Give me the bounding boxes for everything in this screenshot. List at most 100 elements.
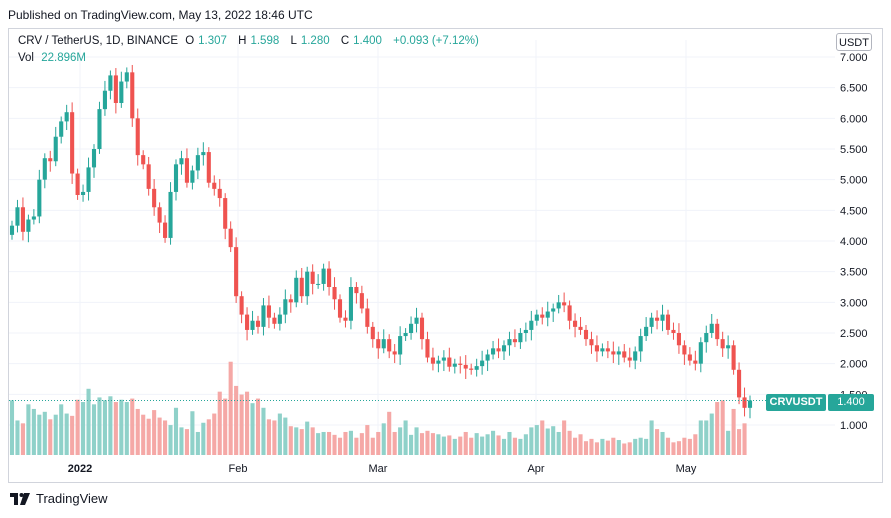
price-tick-label: 6.500 xyxy=(840,83,868,95)
candle-body xyxy=(737,369,742,398)
volume-bar xyxy=(124,402,129,455)
volume-bar xyxy=(496,435,501,455)
price-tick-label: 4.500 xyxy=(840,205,868,217)
volume-bar xyxy=(441,436,446,455)
candle-body xyxy=(376,339,381,349)
candle-body xyxy=(501,345,507,352)
volume-bar xyxy=(234,385,239,455)
symbol-legend[interactable]: CRV / TetherUS, 1D, BINANCE O 1.307 H 1.59… xyxy=(18,35,483,47)
volume-legend[interactable]: Vol 22.896M xyxy=(18,52,90,64)
volume-bar xyxy=(638,437,643,455)
volume-value: 22.896M xyxy=(41,52,86,64)
volume-bar xyxy=(676,441,681,455)
currency-button[interactable]: USDT xyxy=(836,33,872,51)
candle-body xyxy=(726,345,731,349)
candle-body xyxy=(655,317,660,321)
volume-bar xyxy=(26,404,31,455)
price-tick-label: 4.000 xyxy=(840,236,868,248)
candle-body xyxy=(556,302,561,309)
open-value: O 1.307 xyxy=(185,35,227,47)
volume-bar xyxy=(42,411,47,455)
volume-bar xyxy=(687,438,692,455)
volume-bar xyxy=(255,398,261,455)
time-axis: 2022 Feb Mar Apr May xyxy=(68,463,697,475)
volume-bar xyxy=(480,436,485,455)
candle-body xyxy=(474,366,479,370)
volume-bar xyxy=(370,437,375,455)
candle-body xyxy=(660,314,665,321)
tradingview-logo[interactable]: TradingView xyxy=(10,491,108,506)
candle-body xyxy=(53,136,58,162)
time-tick-label: 2022 xyxy=(68,463,92,475)
candle-body xyxy=(551,308,556,312)
volume-bar xyxy=(726,430,731,455)
candle-body xyxy=(15,207,20,226)
volume-bar xyxy=(545,428,550,455)
price-tick-label: 2.000 xyxy=(840,359,868,371)
candle-body xyxy=(75,173,80,195)
price-tick-label: 1.000 xyxy=(840,420,868,432)
volume-bar xyxy=(316,433,321,455)
volume-bar xyxy=(715,402,720,455)
volume-bar xyxy=(59,404,64,455)
candle-body xyxy=(42,158,47,180)
volume-bar xyxy=(332,434,337,455)
volume-bar xyxy=(660,431,665,455)
candle-body xyxy=(512,339,517,343)
candle-body xyxy=(649,317,654,327)
candle-body xyxy=(545,311,550,318)
candle-body xyxy=(316,283,321,285)
candle-body xyxy=(698,342,703,364)
candle-body xyxy=(611,351,616,355)
candle-body xyxy=(392,351,397,355)
candle-body xyxy=(86,167,91,192)
volume-bar xyxy=(261,407,266,455)
volume-bar xyxy=(633,438,638,455)
candle-body xyxy=(403,333,408,337)
price-tick-label: 5.500 xyxy=(840,144,868,156)
volume-bar xyxy=(168,425,173,455)
volume-bar xyxy=(409,434,414,455)
candle-body xyxy=(26,219,31,232)
candle-body xyxy=(682,345,687,355)
volume-bar xyxy=(70,415,75,455)
candle-body xyxy=(130,72,135,119)
candle-body xyxy=(135,118,140,156)
volume-bar xyxy=(343,431,348,455)
candle-body xyxy=(272,317,277,324)
candle-body xyxy=(343,317,348,321)
candle-body xyxy=(179,158,184,165)
candle-body xyxy=(250,320,255,330)
volume-bar xyxy=(212,413,217,455)
volume-bar xyxy=(430,433,435,455)
volume-bars xyxy=(9,361,747,455)
candle-body xyxy=(720,339,725,349)
volume-bar xyxy=(157,417,162,455)
candle-body xyxy=(157,207,162,223)
volume-bar xyxy=(583,441,589,455)
candle-body xyxy=(529,320,534,330)
volume-bar xyxy=(381,423,386,455)
volume-bar xyxy=(529,427,534,455)
volume-bar xyxy=(146,418,151,455)
candle-body xyxy=(622,351,627,358)
volume-bar xyxy=(277,413,282,455)
volume-bar xyxy=(436,434,441,455)
volume-bar xyxy=(179,427,184,455)
volume-bar xyxy=(294,427,299,455)
candle-body xyxy=(425,339,430,358)
volume-label: Vol xyxy=(18,52,34,64)
volume-bar xyxy=(152,410,157,455)
volume-bar xyxy=(91,404,97,455)
candle-body xyxy=(31,216,36,220)
candle-body xyxy=(20,207,25,232)
chart-frame[interactable] xyxy=(8,28,883,483)
volume-bar xyxy=(64,413,69,455)
candle-body xyxy=(228,228,233,248)
volume-bar xyxy=(250,403,255,455)
candle-body xyxy=(245,314,250,330)
volume-bar xyxy=(551,426,556,455)
symbol-name[interactable]: CRV / TetherUS, 1D, BINANCE xyxy=(18,35,178,47)
volume-bar xyxy=(392,431,397,455)
